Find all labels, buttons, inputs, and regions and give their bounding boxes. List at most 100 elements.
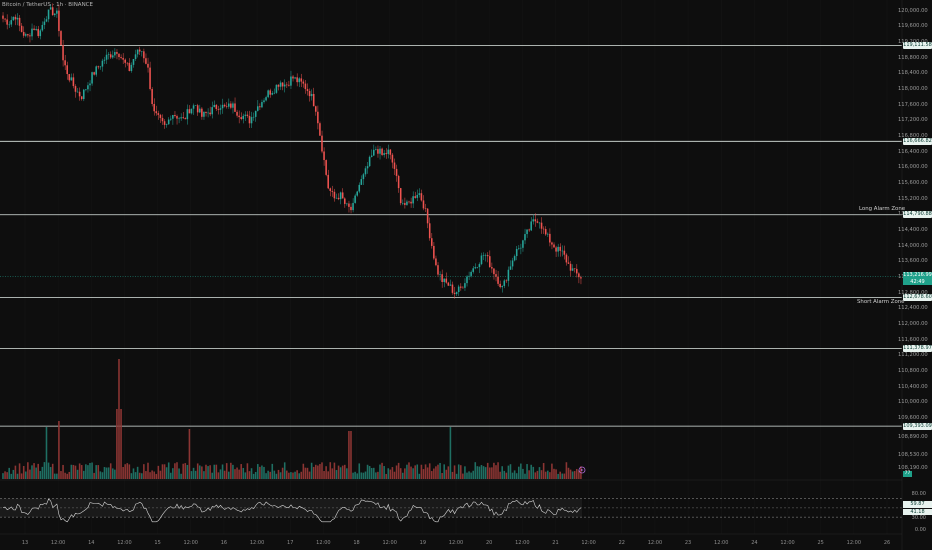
candle-body — [532, 219, 535, 222]
volume-bar — [192, 467, 195, 479]
candle-body — [513, 256, 516, 261]
candle-body — [356, 191, 358, 196]
candle-body — [33, 28, 35, 31]
candle-body — [14, 16, 17, 20]
candle-body — [87, 85, 89, 90]
candle-body — [269, 90, 271, 95]
candle-body — [219, 108, 222, 110]
candle-body — [555, 247, 557, 252]
candle-body — [209, 112, 211, 115]
volume-bar — [468, 471, 470, 479]
price-tick-label: 114,000.00 — [898, 242, 928, 249]
candle-body — [526, 229, 528, 235]
candle-body — [89, 83, 91, 86]
candle-body — [254, 110, 257, 117]
candle-body — [350, 206, 352, 211]
volume-bar — [78, 463, 81, 479]
volume-bar — [178, 468, 180, 479]
volume-bar — [47, 462, 50, 479]
candle-body — [153, 103, 155, 112]
price-tick-label: 112,800.00 — [898, 289, 928, 296]
candle-body — [232, 103, 234, 108]
bar-countdown: 42:49 — [910, 278, 925, 285]
candle-body — [207, 112, 209, 114]
time-tick-label: 14 — [88, 540, 95, 546]
volume-bar — [387, 468, 390, 479]
candle-body — [109, 54, 112, 58]
candle-body — [288, 84, 290, 86]
candle-body — [101, 60, 104, 67]
volume-bar — [91, 462, 93, 479]
candle-body — [381, 148, 383, 155]
candle-body — [404, 203, 406, 205]
volume-bar — [8, 467, 10, 479]
candle-body — [459, 286, 462, 288]
volume-bar — [567, 467, 570, 479]
volume-bar — [395, 465, 398, 479]
volume-bar — [532, 466, 535, 479]
volume-bar — [404, 468, 406, 479]
volume-bar — [68, 471, 71, 479]
price-tick-label: 111,600.00 — [898, 336, 928, 343]
volume-bar — [501, 466, 503, 479]
candle-body — [559, 246, 561, 251]
candle-body — [192, 105, 195, 109]
volume-bar — [327, 471, 329, 479]
candle-body — [437, 265, 439, 275]
candle-body — [435, 258, 437, 266]
volume-bar — [553, 468, 555, 479]
candle-body — [151, 89, 153, 104]
volume-bar — [176, 462, 178, 479]
volume-bar — [352, 472, 354, 479]
candle-body — [163, 121, 166, 125]
volume-bar — [64, 472, 66, 479]
volume-bar — [95, 465, 97, 479]
candle-body — [466, 276, 468, 284]
candle-body — [95, 66, 97, 75]
candle-body — [223, 104, 226, 107]
replay-icon[interactable] — [578, 466, 586, 474]
volume-bar — [130, 473, 133, 479]
volume-bar — [509, 464, 512, 479]
candle-body — [126, 62, 129, 64]
volume-bar — [4, 471, 6, 479]
time-tick-label: 12:00 — [780, 540, 795, 546]
candle-body — [174, 114, 176, 117]
volume-bar — [184, 463, 187, 479]
volume-bar — [188, 429, 191, 479]
time-tick-label: 25 — [817, 540, 824, 546]
candle-body — [74, 86, 77, 92]
volume-bar — [22, 465, 25, 479]
rsi-line — [2, 498, 582, 523]
candle-body — [484, 255, 487, 256]
volume-bar — [300, 471, 303, 479]
candle-body — [422, 200, 425, 209]
volume-bar — [236, 467, 238, 479]
volume-bar — [45, 427, 48, 479]
candle-body — [281, 82, 284, 87]
candle-body — [491, 267, 493, 269]
rsi-band — [0, 498, 582, 518]
volume-bar — [213, 464, 216, 479]
candle-body — [524, 234, 526, 241]
candle-body — [279, 82, 282, 87]
candle-body — [246, 114, 249, 116]
price-tick-label: 116,000.00 — [898, 164, 928, 171]
candle-body — [397, 175, 400, 189]
volume-bar — [124, 464, 126, 479]
candle-body — [362, 174, 365, 180]
volume-bar — [234, 469, 236, 479]
symbol-title[interactable]: Bitcoin / TetherUS · 1h · BINANCE — [2, 2, 93, 8]
volume-bar — [435, 466, 437, 479]
candle-body — [292, 76, 294, 79]
volume-bar — [219, 469, 222, 479]
candle-body — [377, 149, 379, 154]
volume-bar — [246, 463, 249, 479]
candle-body — [242, 115, 245, 119]
candle-body — [58, 10, 60, 32]
candle-body — [24, 34, 27, 36]
candle-body — [201, 108, 203, 117]
candle-body — [99, 66, 102, 68]
candle-body — [277, 84, 280, 87]
